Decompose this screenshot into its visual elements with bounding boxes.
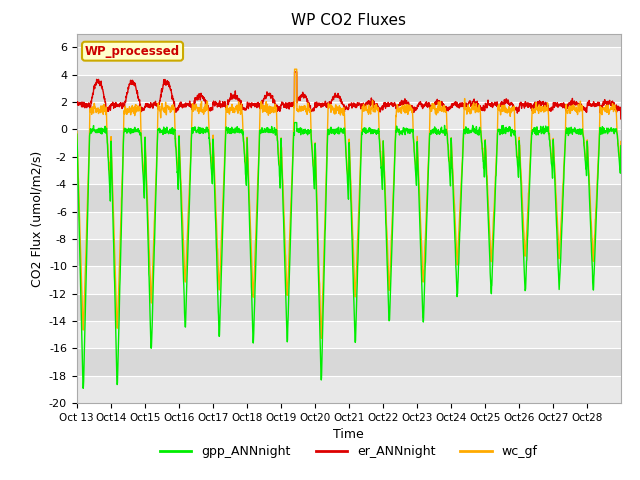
er_ANNnight — [291, 69, 298, 75]
wc_gf — [382, 201, 390, 207]
Line: gpp_ANNnight: gpp_ANNnight — [77, 122, 621, 388]
wc_gf — [513, 149, 521, 155]
Bar — [77, 157, 621, 184]
Y-axis label: CO2 Flux (umol/m2/s): CO2 Flux (umol/m2/s) — [30, 150, 44, 287]
gpp_ANNnight — [544, 126, 552, 132]
wc_gf — [291, 66, 298, 72]
gpp_ANNnight — [291, 120, 298, 125]
er_ANNnight — [381, 106, 389, 111]
Bar — [77, 239, 621, 266]
Line: er_ANNnight: er_ANNnight — [77, 72, 621, 119]
Bar — [77, 294, 621, 321]
Title: WP CO2 Fluxes: WP CO2 Fluxes — [291, 13, 406, 28]
er_ANNnight — [73, 99, 81, 105]
wc_gf — [617, 139, 625, 144]
wc_gf — [244, 171, 252, 177]
Text: WP_processed: WP_processed — [85, 45, 180, 58]
wc_gf — [317, 336, 325, 341]
Bar — [77, 75, 621, 102]
Bar — [77, 102, 621, 130]
Bar — [77, 48, 621, 75]
gpp_ANNnight — [79, 385, 87, 391]
Bar — [77, 266, 621, 294]
gpp_ANNnight — [127, 128, 135, 133]
wc_gf — [610, 108, 618, 114]
er_ANNnight — [617, 116, 625, 122]
gpp_ANNnight — [617, 143, 625, 149]
Bar — [77, 130, 621, 157]
Bar — [77, 321, 621, 348]
er_ANNnight — [244, 105, 252, 111]
gpp_ANNnight — [73, 132, 81, 137]
Legend: gpp_ANNnight, er_ANNnight, wc_gf: gpp_ANNnight, er_ANNnight, wc_gf — [155, 441, 543, 464]
wc_gf — [73, 129, 81, 134]
gpp_ANNnight — [382, 219, 390, 225]
Bar — [77, 348, 621, 376]
gpp_ANNnight — [610, 128, 618, 134]
gpp_ANNnight — [513, 154, 521, 159]
gpp_ANNnight — [245, 193, 253, 199]
Bar — [77, 376, 621, 403]
wc_gf — [544, 100, 552, 106]
Bar — [77, 212, 621, 239]
er_ANNnight — [609, 100, 617, 106]
wc_gf — [127, 109, 135, 115]
er_ANNnight — [127, 78, 135, 84]
er_ANNnight — [513, 107, 520, 113]
er_ANNnight — [543, 101, 551, 107]
X-axis label: Time: Time — [333, 429, 364, 442]
Line: wc_gf: wc_gf — [77, 69, 621, 338]
Bar — [77, 184, 621, 212]
